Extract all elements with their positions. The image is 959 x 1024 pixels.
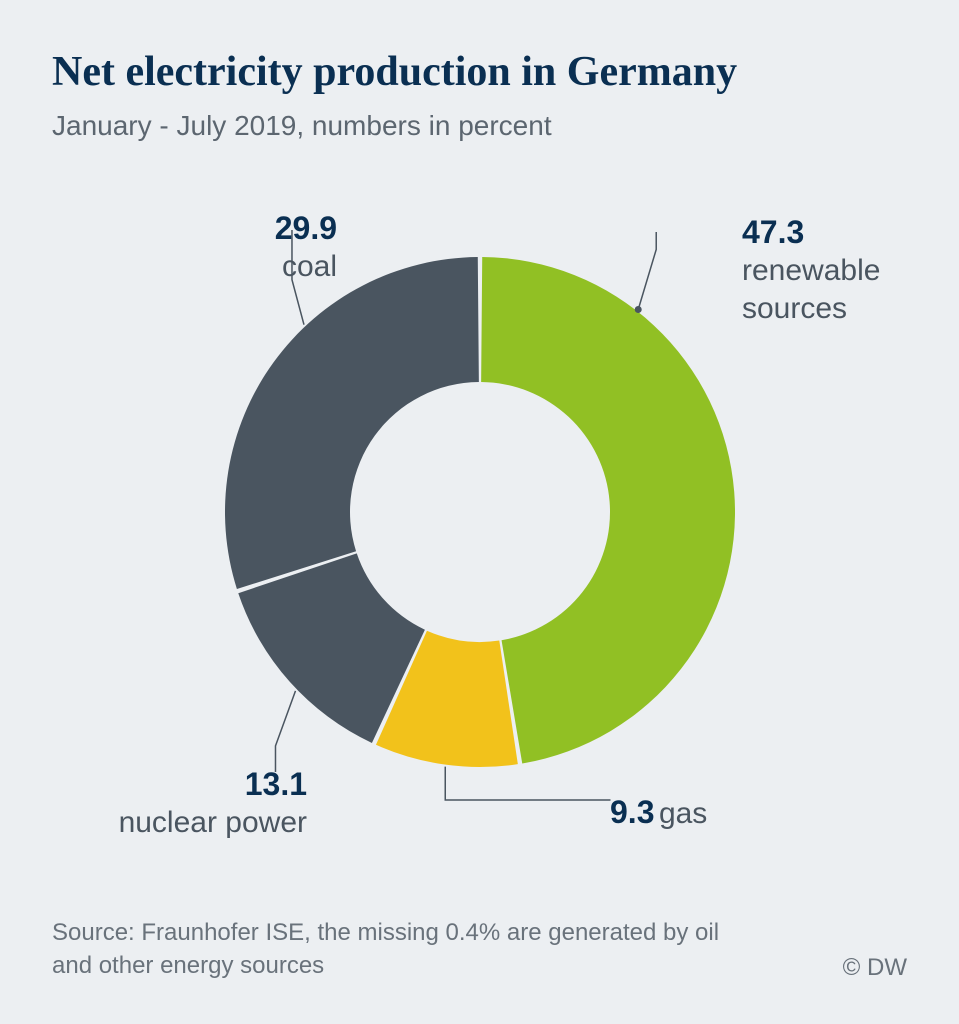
name-coal: coal	[275, 248, 337, 286]
label-renewable: 47.3 renewablesources	[742, 212, 880, 327]
name-nuclear: nuclear power	[119, 804, 307, 842]
chart-title: Net electricity production in Germany	[52, 48, 907, 96]
chart-subtitle: January - July 2019, numbers in percent	[52, 110, 907, 142]
leader-line	[275, 691, 295, 772]
value-gas: 9.3	[610, 794, 654, 830]
label-coal: 29.9 coal	[275, 208, 337, 286]
name-gas: gas	[659, 797, 707, 830]
leader-line	[445, 767, 610, 800]
source-text: Source: Fraunhofer ISE, the missing 0.4%…	[52, 917, 732, 982]
label-gas: 9.3 gas	[610, 792, 707, 833]
slice-renewable	[481, 257, 735, 763]
leader-line	[638, 232, 656, 309]
slice-coal	[225, 257, 479, 589]
value-renewable: 47.3	[742, 214, 804, 250]
name-renewable: renewablesources	[742, 252, 880, 327]
label-nuclear: 13.1 nuclear power	[119, 764, 307, 842]
chart-area: 47.3 renewablesources 9.3 gas 13.1 nucle…	[52, 172, 907, 852]
copyright: © DW	[843, 954, 907, 982]
value-nuclear: 13.1	[245, 766, 307, 802]
value-coal: 29.9	[275, 210, 337, 246]
